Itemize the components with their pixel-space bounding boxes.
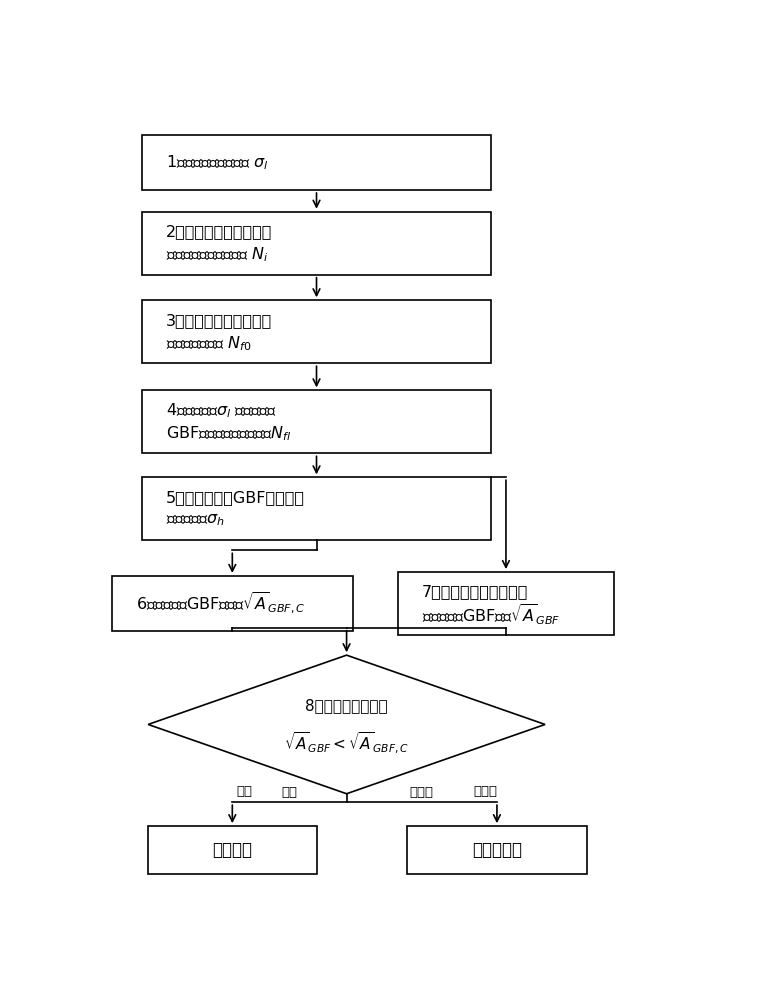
Text: 再制造对象GBF尺寸$\sqrt{A}_{GBF}$: 再制造对象GBF尺寸$\sqrt{A}_{GBF}$	[422, 603, 560, 627]
Text: $\sqrt{A}_{GBF}<\sqrt{A}_{GBF,C}$: $\sqrt{A}_{GBF}<\sqrt{A}_{GBF,C}$	[284, 731, 409, 756]
Text: 满足: 满足	[237, 785, 252, 798]
Text: 7）检测离心压缩机叶轮: 7）检测离心压缩机叶轮	[422, 585, 528, 600]
Text: 8）评价可再制造性: 8）评价可再制造性	[305, 698, 388, 713]
Text: GBF区尺寸用的循环次数$N_{fl}$: GBF区尺寸用的循环次数$N_{fl}$	[166, 424, 292, 443]
Text: 5）确定不影响GBF区尺寸的: 5）确定不影响GBF区尺寸的	[166, 490, 305, 505]
Text: 不可再制造: 不可再制造	[472, 841, 522, 859]
Bar	[142, 135, 491, 190]
Text: 4）确定载荷$\sigma_l$ 作用下许用: 4）确定载荷$\sigma_l$ 作用下许用	[166, 401, 277, 420]
Text: 6）确定许用GBF区尺寸$\sqrt{A}_{GBF,C}$: 6）确定许用GBF区尺寸$\sqrt{A}_{GBF,C}$	[136, 591, 306, 616]
Text: 周期性载荷$\sigma_h$: 周期性载荷$\sigma_h$	[166, 513, 225, 528]
Text: 1）确定单步循环载荷 $\sigma_l$: 1）确定单步循环载荷 $\sigma_l$	[166, 153, 268, 172]
Bar	[148, 826, 317, 874]
Bar	[142, 390, 491, 453]
Bar	[407, 826, 587, 874]
Text: 试件疲劳断裂循环次数 $N_i$: 试件疲劳断裂循环次数 $N_i$	[166, 245, 268, 264]
Text: 不满足: 不满足	[473, 785, 497, 798]
Bar	[142, 300, 491, 363]
Bar	[397, 572, 614, 635]
Text: 3）统计得到满足可靠度: 3）统计得到满足可靠度	[166, 313, 272, 328]
Text: 2）试验确定同质材料各: 2）试验确定同质材料各	[166, 224, 272, 239]
Text: 要求的循环次数 $N_{f0}$: 要求的循环次数 $N_{f0}$	[166, 334, 252, 353]
Text: 不满足: 不满足	[410, 786, 434, 799]
Bar	[112, 576, 352, 631]
Text: 可再制造: 可再制造	[213, 841, 252, 859]
Text: 满足: 满足	[282, 786, 297, 799]
Bar	[142, 477, 491, 540]
Bar	[142, 212, 491, 275]
Polygon shape	[148, 655, 545, 794]
